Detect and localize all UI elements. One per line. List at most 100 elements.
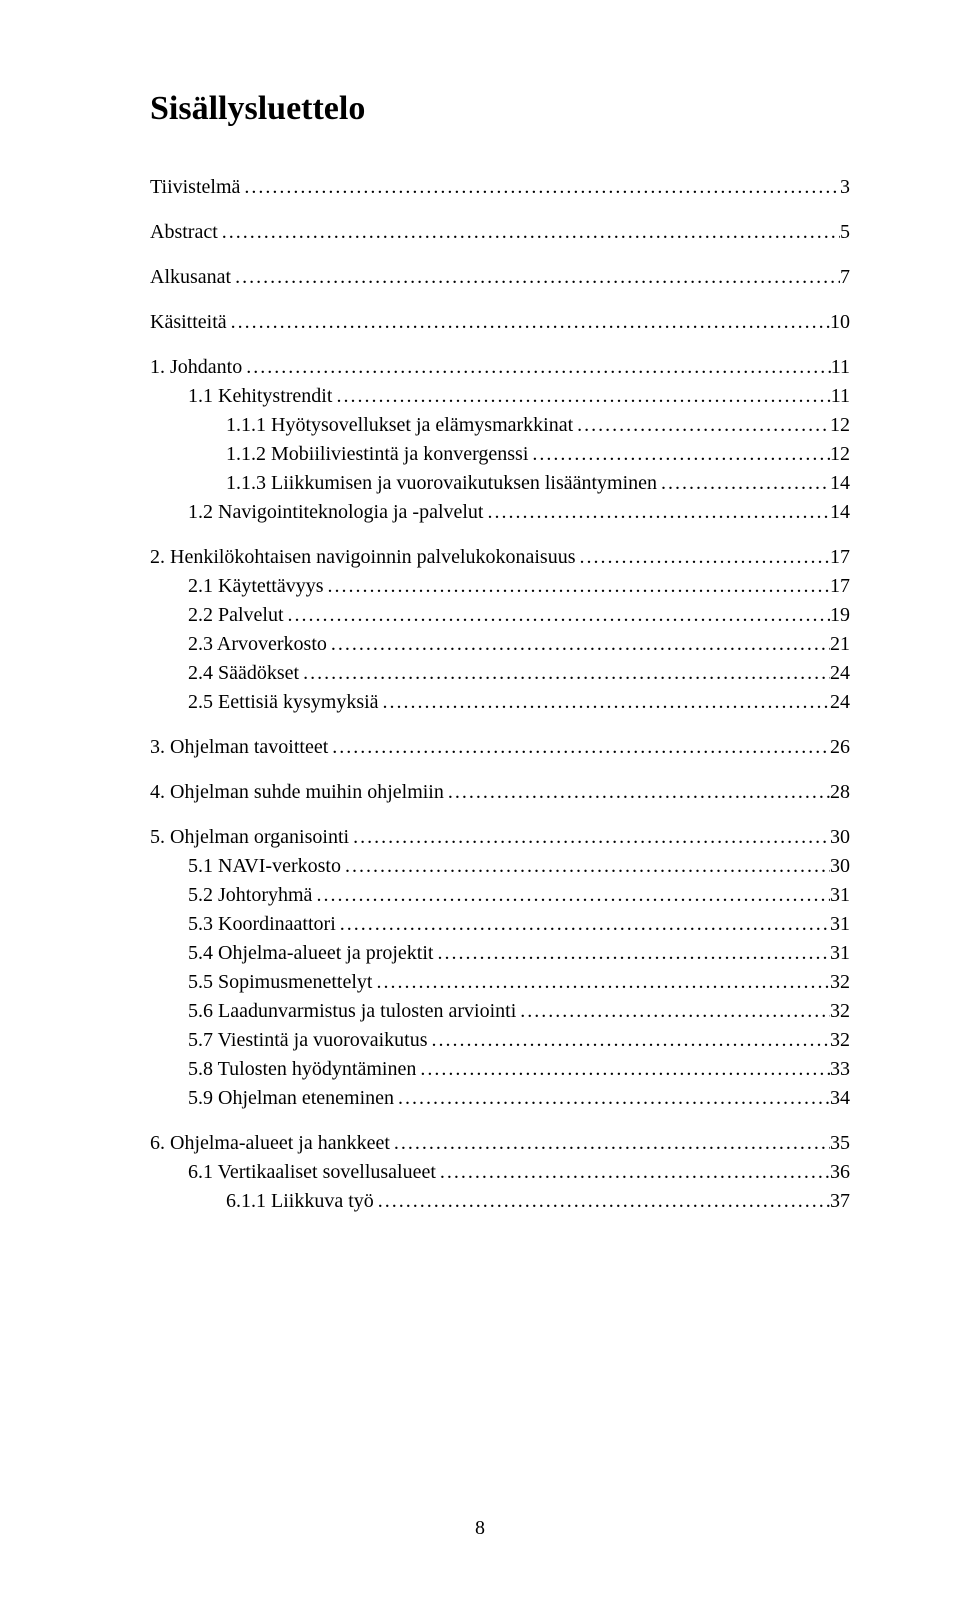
toc-entry: Alkusanat7 [150,266,850,289]
toc-entry: 5.7 Viestintä ja vuorovaikutus32 [150,1029,850,1052]
toc-leader-dots [328,736,830,759]
toc-label: 5.1 NAVI-verkosto [188,855,341,878]
toc-page-number: 24 [830,662,850,685]
toc-entry: 2.3 Arvoverkosto 21 [150,633,850,656]
toc-page-number: 33 [830,1058,850,1081]
toc-leader-dots [372,971,830,994]
toc-entry: Abstract 5 [150,221,850,244]
toc-label: 6.1 Vertikaaliset sovellusalueet [188,1161,436,1184]
toc-page-number: 12 [830,443,850,466]
toc-leader-dots [218,221,840,244]
page-number: 8 [0,1517,960,1540]
toc-page-number: 30 [830,826,850,849]
toc-leader-dots [657,472,830,495]
toc-entry: 5.1 NAVI-verkosto30 [150,855,850,878]
toc-entry: 5.2 Johtoryhmä 31 [150,884,850,907]
toc-leader-dots [349,826,830,849]
toc-leader-dots [379,691,830,714]
toc-entry: 5.8 Tulosten hyödyntäminen 33 [150,1058,850,1081]
toc-entry: 2.1 Käytettävyys 17 [150,575,850,598]
toc-page-number: 31 [830,884,850,907]
toc-page-number: 32 [830,971,850,994]
toc-entry: 4. Ohjelman suhde muihin ohjelmiin28 [150,781,850,804]
toc-page-number: 11 [831,385,850,408]
toc-entry: 1. Johdanto 11 [150,356,850,379]
toc-label: 2.1 Käytettävyys [188,575,324,598]
toc-label: Abstract [150,221,218,244]
toc-label: 2.2 Palvelut [188,604,284,627]
toc-label: 5.3 Koordinaattori [188,913,336,936]
toc-label: 1.1.1 Hyötysovellukset ja elämysmarkkina… [226,414,573,437]
toc-entry: 1.2 Navigointiteknologia ja -palvelut14 [150,501,850,524]
toc-page-number: 24 [830,691,850,714]
toc-label: 2. Henkilökohtaisen navigoinnin palveluk… [150,546,576,569]
toc-label: 1.1.3 Liikkumisen ja vuorovaikutuksen li… [226,472,657,495]
toc-page-number: 21 [830,633,850,656]
toc-page-number: 17 [830,575,850,598]
toc-label: 5.2 Johtoryhmä [188,884,312,907]
toc-page-number: 3 [840,176,850,199]
toc-page-number: 19 [830,604,850,627]
toc-leader-dots [433,942,830,965]
toc-leader-dots [240,176,840,199]
toc-page-number: 36 [830,1161,850,1184]
toc-entry: Tiivistelmä 3 [150,176,850,199]
toc-leader-dots [436,1161,830,1184]
toc-entry: 6.1 Vertikaaliset sovellusalueet 36 [150,1161,850,1184]
toc-leader-dots [573,414,830,437]
toc-entry: 5.6 Laadunvarmistus ja tulosten arvioint… [150,1000,850,1023]
toc-page-number: 26 [830,736,850,759]
toc-entry: Käsitteitä10 [150,311,850,334]
toc-leader-dots [374,1190,830,1213]
toc-entry: 2.5 Eettisiä kysymyksiä 24 [150,691,850,714]
toc-entry: 1.1.1 Hyötysovellukset ja elämysmarkkina… [150,414,850,437]
toc-label: 2.5 Eettisiä kysymyksiä [188,691,379,714]
toc-label: 5. Ohjelman organisointi [150,826,349,849]
toc-entry: 5.5 Sopimusmenettelyt32 [150,971,850,994]
toc-entry: 5.3 Koordinaattori 31 [150,913,850,936]
toc-label: 5.8 Tulosten hyödyntäminen [188,1058,416,1081]
toc-leader-dots [390,1132,830,1155]
toc-label: Tiivistelmä [150,176,240,199]
toc-leader-dots [231,266,840,289]
toc-leader-dots [416,1058,830,1081]
toc-page-number: 34 [830,1087,850,1110]
toc-label: 1. Johdanto [150,356,242,379]
toc-label: 2.3 Arvoverkosto [188,633,327,656]
toc-page-number: 35 [830,1132,850,1155]
toc-page-number: 11 [831,356,850,379]
toc-page-number: 37 [830,1190,850,1213]
toc-page-number: 17 [830,546,850,569]
toc-page-number: 32 [830,1000,850,1023]
toc-page-number: 14 [830,501,850,524]
toc-leader-dots [516,1000,830,1023]
toc-label: 1.1.2 Mobiiliviestintä ja konvergenssi [226,443,528,466]
toc-leader-dots [312,884,830,907]
toc-leader-dots [227,311,830,334]
toc-label: 5.9 Ohjelman eteneminen [188,1087,394,1110]
toc-page-number: 5 [840,221,850,244]
toc-leader-dots [394,1087,830,1110]
toc-leader-dots [332,385,830,408]
toc-page-number: 31 [830,913,850,936]
toc-label: 6. Ohjelma-alueet ja hankkeet [150,1132,390,1155]
toc-page-number: 32 [830,1029,850,1052]
toc-entry: 3. Ohjelman tavoitteet26 [150,736,850,759]
toc-page-number: 28 [830,781,850,804]
toc-leader-dots [341,855,830,878]
toc-page-number: 31 [830,942,850,965]
toc-entry: 2.4 Säädökset24 [150,662,850,685]
toc-entry: 1.1 Kehitystrendit11 [150,385,850,408]
toc-page-number: 10 [830,311,850,334]
toc-leader-dots [284,604,830,627]
table-of-contents: Tiivistelmä 3 Abstract 5 Alkusanat7 Käsitteit… [150,176,850,1213]
page-title: Sisällysluettelo [150,90,850,128]
toc-label: 5.4 Ohjelma-alueet ja projektit [188,942,433,965]
toc-entry: 6. Ohjelma-alueet ja hankkeet 35 [150,1132,850,1155]
toc-page-number: 7 [840,266,850,289]
toc-label: 6.1.1 Liikkuva työ [226,1190,374,1213]
toc-entry: 1.1.3 Liikkumisen ja vuorovaikutuksen li… [150,472,850,495]
toc-leader-dots [242,356,831,379]
toc-leader-dots [528,443,830,466]
toc-leader-dots [576,546,831,569]
